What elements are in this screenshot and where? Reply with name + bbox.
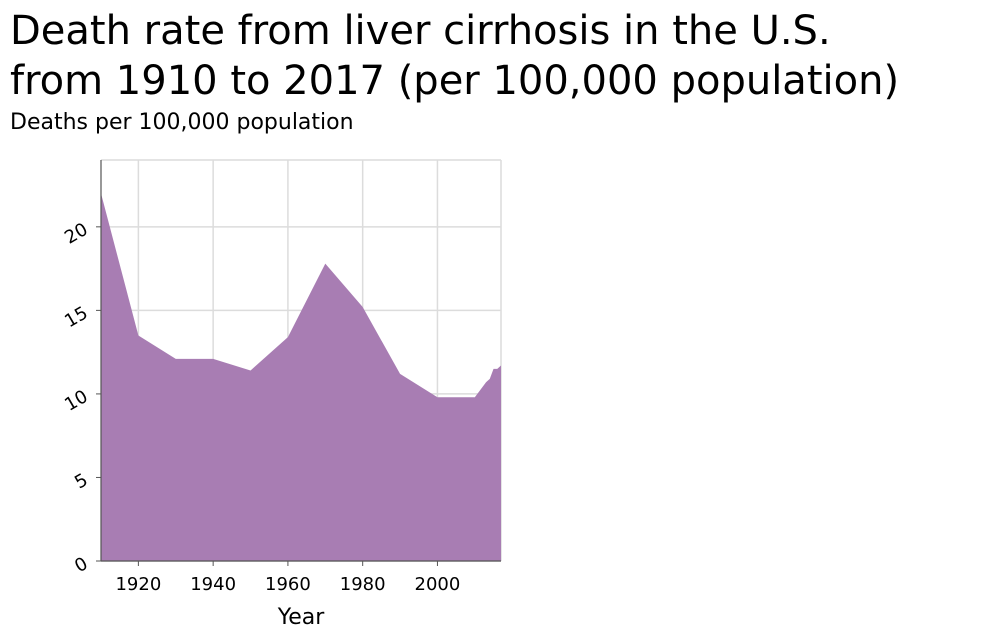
y-tick-label: 5 xyxy=(71,470,91,494)
x-tick-label: 1920 xyxy=(115,574,161,595)
area-series xyxy=(101,193,501,561)
x-tick-label: 1960 xyxy=(265,574,311,595)
chart-subtitle: Deaths per 100,000 population xyxy=(10,110,354,135)
y-tick-labels: 0 5 10 15 20 xyxy=(61,219,91,577)
chart-title: Death rate from liver cirrhosis in the U… xyxy=(10,8,900,104)
x-tick-label: 1980 xyxy=(340,574,386,595)
y-tick-label: 10 xyxy=(61,386,91,416)
y-tick-label: 15 xyxy=(61,303,91,333)
y-tick-label: 20 xyxy=(61,219,91,249)
y-tick-label: 0 xyxy=(71,553,91,577)
x-tick-label: 2000 xyxy=(415,574,461,595)
x-axis-title: Year xyxy=(277,605,326,630)
x-tick-labels: 1920 1940 1960 1980 2000 xyxy=(115,574,460,595)
x-tick-label: 1940 xyxy=(190,574,236,595)
axes xyxy=(96,160,501,566)
